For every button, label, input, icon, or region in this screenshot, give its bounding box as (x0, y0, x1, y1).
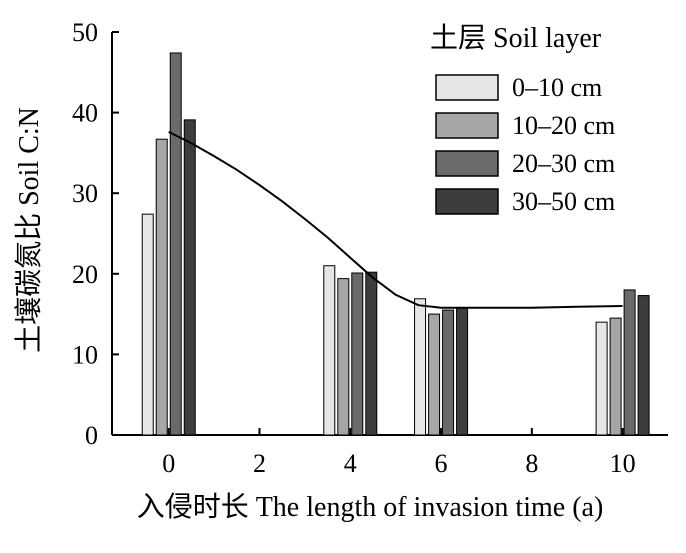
y-tick-label: 30 (72, 179, 98, 208)
bar (337, 278, 350, 436)
y-tick-label: 0 (85, 421, 98, 450)
bar (442, 309, 455, 436)
bar (637, 295, 650, 436)
x-axis-label: 入侵时长 The length of invasion time (a) (137, 491, 604, 523)
y-axis: 0 10 20 30 40 50 (72, 18, 119, 450)
legend-swatch (435, 74, 499, 101)
legend-label: 30–50 cm (512, 187, 615, 216)
bar (155, 138, 168, 436)
bar (351, 272, 364, 436)
bar (414, 298, 427, 436)
legend-label: 0–10 cm (512, 73, 602, 102)
x-tick-label: 8 (525, 449, 538, 478)
x-tick-label: 2 (253, 449, 266, 478)
legend-swatch (435, 188, 499, 215)
bars-group (141, 52, 650, 436)
bar (456, 307, 469, 436)
bar (323, 265, 336, 436)
y-tick-label: 40 (72, 99, 98, 128)
bar (141, 213, 154, 436)
legend-label: 10–20 cm (512, 111, 615, 140)
legend-label: 20–30 cm (512, 149, 615, 178)
x-tick-label: 6 (435, 449, 448, 478)
x-tick-label: 4 (344, 449, 357, 478)
y-tick-label: 20 (72, 260, 98, 289)
legend-swatch (435, 150, 499, 177)
bar (609, 317, 622, 436)
bar (428, 313, 441, 436)
x-axis: 0 2 4 6 8 10 (162, 428, 636, 478)
bar (169, 52, 182, 436)
y-tick-label: 50 (72, 18, 98, 47)
bar (595, 321, 608, 436)
x-tick-label: 0 (162, 449, 175, 478)
legend-swatch (435, 112, 499, 139)
bar (623, 289, 636, 436)
legend-title: 土层 Soil layer (430, 22, 602, 54)
bar (365, 271, 378, 436)
y-tick-label: 10 (72, 340, 98, 369)
plot-frame (111, 32, 668, 436)
bar (183, 119, 196, 436)
trend-line (168, 131, 623, 309)
trend-group (168, 131, 623, 309)
x-tick-label: 10 (610, 449, 636, 478)
legend: 土层 Soil layer 0–10 cm 10–20 cm 20–30 cm 30–… (430, 22, 615, 216)
y-axis-label: 土壤碳氮比 Soil C:N (13, 107, 45, 353)
